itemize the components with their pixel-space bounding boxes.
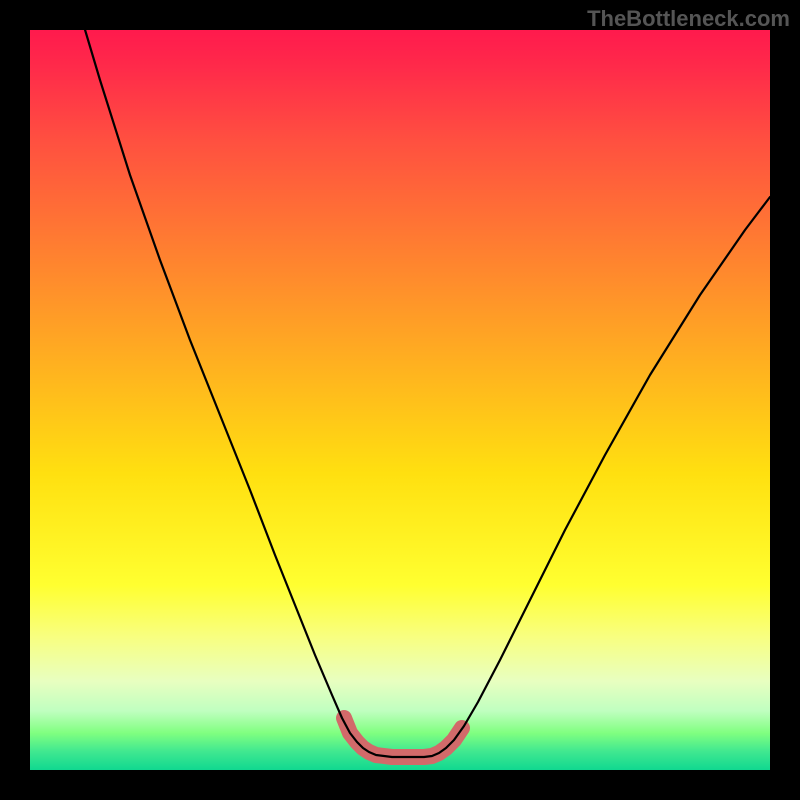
watermark-text: TheBottleneck.com xyxy=(587,6,790,32)
bottleneck-chart xyxy=(0,0,800,800)
plot-background xyxy=(30,30,770,770)
chart-container: TheBottleneck.com xyxy=(0,0,800,800)
